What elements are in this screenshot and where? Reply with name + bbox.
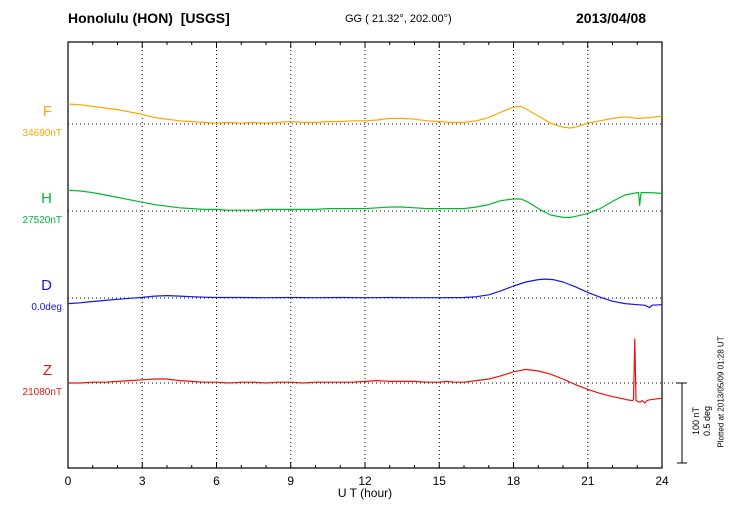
trace-H [67,189,663,218]
trace-Z [68,338,663,404]
x-axis-title: U T (hour) [337,486,393,500]
x-tick-label-18: 18 [507,474,521,488]
x-tick-label-15: 15 [433,474,447,488]
scale-bar-label-deg: 0.5 deg [702,405,712,437]
x-tick-label-9: 9 [287,474,294,488]
series-letter-H: H [41,190,52,207]
x-tick-label-12: 12 [358,474,372,488]
trace-D [67,278,663,309]
x-tick-label-21: 21 [581,474,595,488]
trace-F [67,103,663,129]
x-tick-label-0: 0 [65,474,72,488]
plotted-at-note: Plotted at 2013/05/09 01:28 UT [716,336,726,448]
x-tick-label-3: 3 [139,474,146,488]
x-tick-label-24: 24 [655,474,669,488]
series-baseline-value-Z: 21080nT [22,387,62,398]
series-letter-D: D [41,277,52,294]
series-letter-F: F [42,103,52,120]
series-baseline-value-H: 27520nT [22,215,62,226]
series-baseline-value-F: 34690nT [22,128,62,139]
geo-coordinates: GG ( 21.32°, 202.00°) [345,13,452,25]
series-letter-Z: Z [42,362,52,379]
series-baseline-value-D: 0.0deg [31,302,62,313]
scale-bar-label-nt: 100 nT [691,406,701,436]
date-label: 2013/04/08 [576,10,647,26]
x-tick-label-6: 6 [213,474,220,488]
station-title: Honolulu (HON) [USGS] [68,10,230,26]
